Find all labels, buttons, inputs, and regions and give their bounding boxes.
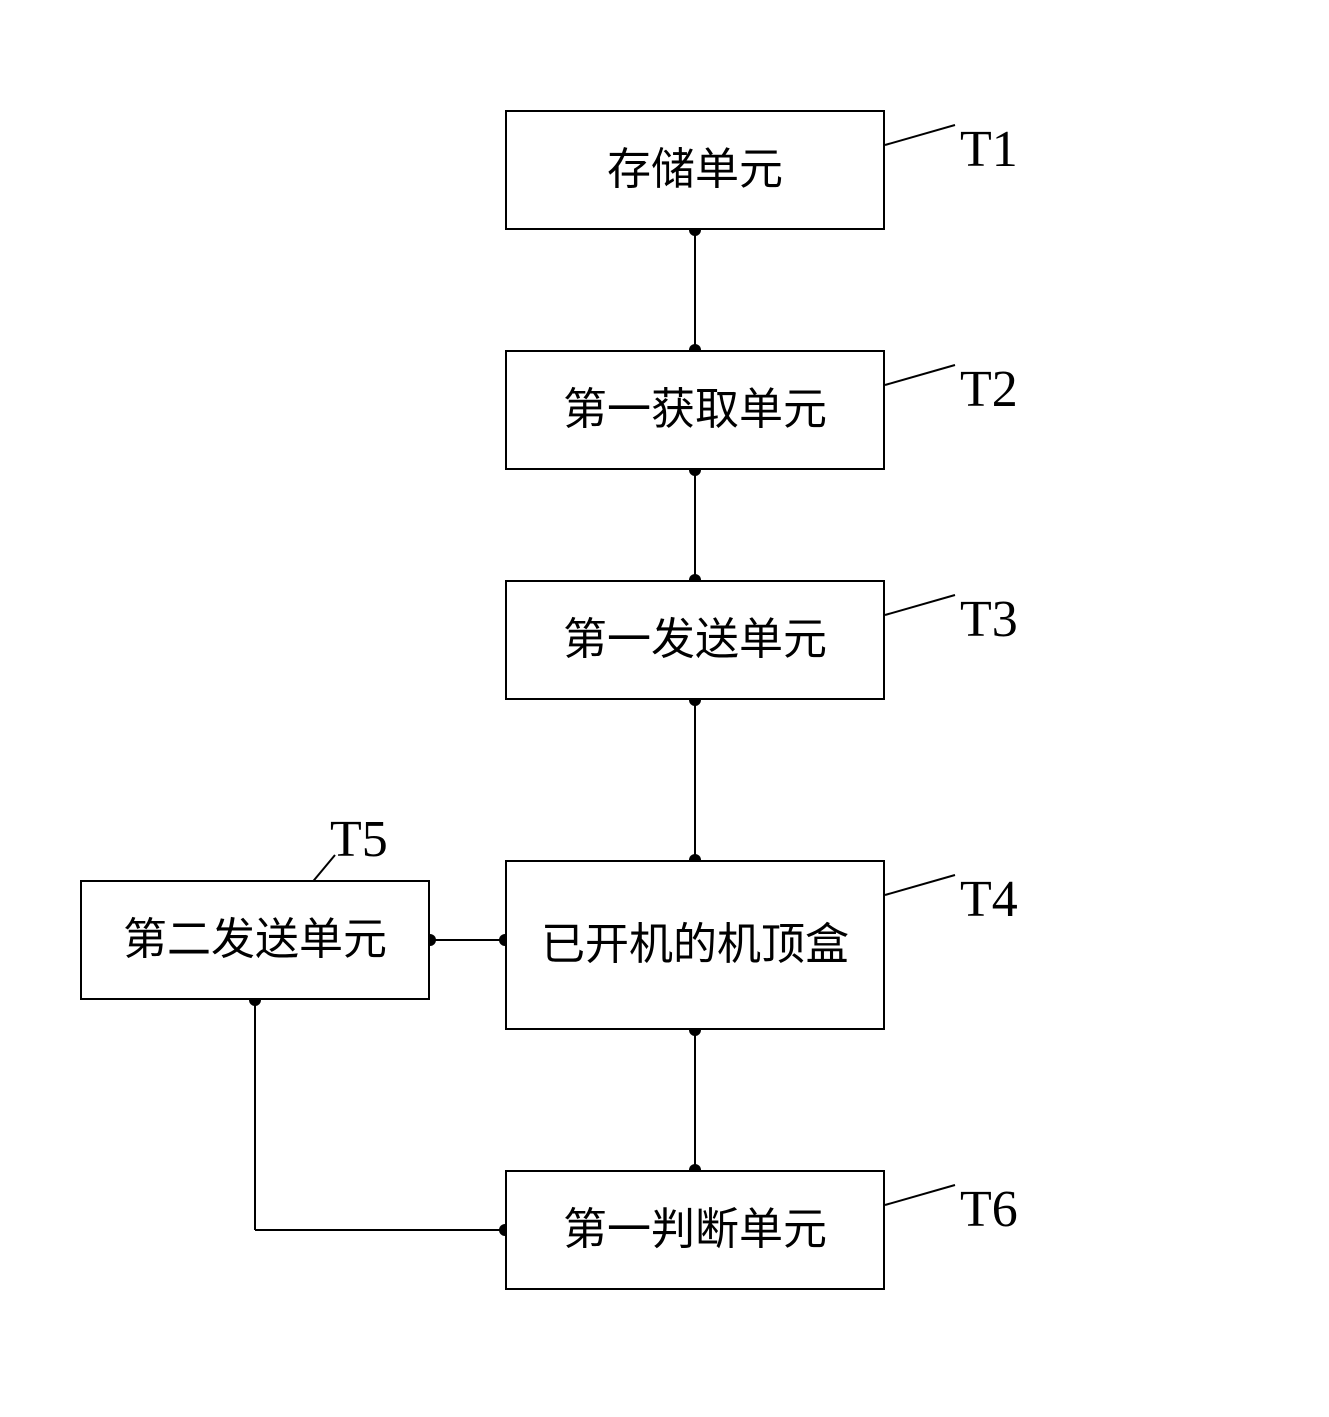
tag-t2: T2: [960, 360, 1018, 419]
tag-t3: T3: [960, 590, 1018, 649]
node-text-t5: 第二发送单元: [123, 911, 387, 968]
tag-t1: T1: [960, 120, 1018, 179]
tag-t4: T4: [960, 870, 1018, 929]
node-t1: 存储单元: [505, 110, 885, 230]
node-text-t3: 第一发送单元: [563, 611, 827, 668]
node-text-t4: 已开机的机顶盒: [541, 916, 849, 973]
node-t4: 已开机的机顶盒: [505, 860, 885, 1030]
tag-t5: T5: [330, 810, 388, 869]
tag-t6: T6: [960, 1180, 1018, 1239]
node-text-t1: 存储单元: [607, 141, 783, 198]
node-text-t6: 第一判断单元: [563, 1201, 827, 1258]
flowchart-diagram: 存储单元 T1 第一获取单元 T2 第一发送单元 T3 已开机的机顶盒 T4 第二发送单元 T5 第…: [0, 0, 1329, 1417]
node-t2: 第一获取单元: [505, 350, 885, 470]
node-t5: 第二发送单元: [80, 880, 430, 1000]
node-t6: 第一判断单元: [505, 1170, 885, 1290]
node-text-t2: 第一获取单元: [563, 381, 827, 438]
node-t3: 第一发送单元: [505, 580, 885, 700]
